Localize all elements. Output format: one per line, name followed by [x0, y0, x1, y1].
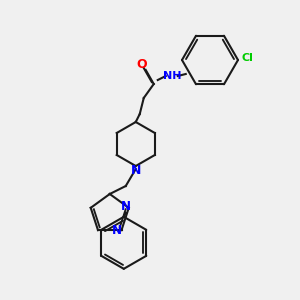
Text: N: N: [130, 164, 141, 178]
Text: N: N: [112, 224, 122, 237]
Text: NH: NH: [163, 71, 181, 81]
Text: N: N: [121, 200, 131, 213]
Text: Cl: Cl: [241, 53, 253, 63]
Text: O: O: [136, 58, 147, 71]
